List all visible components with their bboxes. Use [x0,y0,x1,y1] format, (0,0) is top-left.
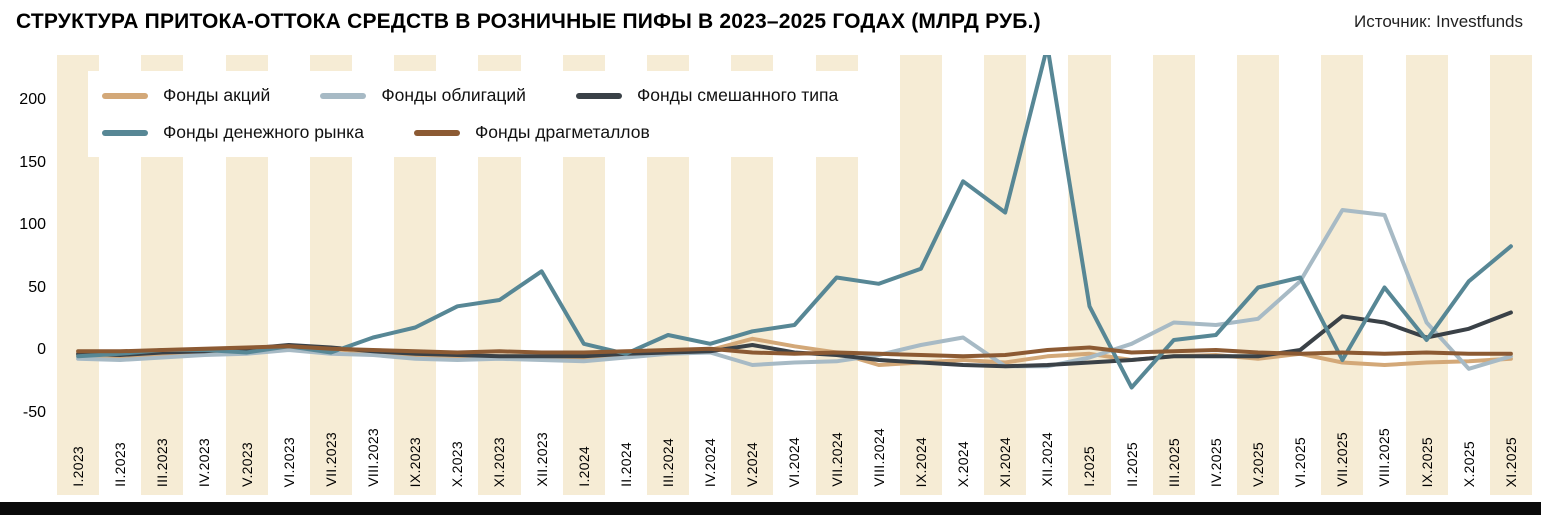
month-column: XI.2025 [1489,55,1532,495]
legend-swatch-icon [102,129,148,136]
legend-label: Фонды смешанного типа [636,85,839,105]
month-column: IX.2025 [1405,55,1448,495]
legend-label: Фонды акций [163,85,271,105]
legend-row: Фонды акций Фонды облигаций Фонды смешанно… [102,85,838,106]
series-line-3 [76,310,1513,369]
legend-label: Фонды облигаций [381,85,526,105]
legend-label: Фонды денежного рынка [163,122,364,142]
month-column: V.2025 [1236,55,1280,495]
month-column: III.2025 [1152,55,1195,495]
source-label: Источник: Investfunds [1354,12,1523,31]
month-column: VII.2025 [1321,55,1364,495]
legend-item: Фонды смешанного типа [575,85,839,106]
series-line-5 [76,344,1513,359]
month-column: I.2025 [1068,55,1111,495]
legend-swatch-icon [320,92,367,99]
y-axis-tick: 150 [19,153,46,171]
legend-swatch-icon [102,92,148,99]
legend-label: Фонды драгметаллов [474,122,650,142]
legend-item: Фонды акций [102,85,270,106]
bottom-rule [0,502,1541,515]
page-title: СТРУКТУРА ПРИТОКА-ОТТОКА СРЕДСТВ В РОЗНИ… [16,10,1041,33]
y-axis: 200 150 100 50 0 -50 [0,55,52,495]
legend-swatch-icon [575,92,622,99]
chart-area: 200 150 100 50 0 -50 I.2023 II.2023 III.2023 IV.… [0,55,1541,495]
chart-header: СТРУКТУРА ПРИТОКА-ОТТОКА СРЕДСТВ В РОЗНИ… [0,0,1541,34]
y-axis-tick: 50 [28,278,46,296]
legend-swatch-icon [413,129,460,136]
legend: Фонды акций Фонды облигаций Фонды смешанно… [88,71,867,157]
chart-lines [76,55,1513,390]
y-axis-tick: 100 [19,216,46,233]
series-line-4 [76,55,1513,390]
legend-item: Фонды драгметаллов [413,122,650,143]
legend-item: Фонды денежного рынка [102,122,364,143]
y-axis-tick: 200 [19,91,46,108]
legend-item: Фонды облигаций [320,85,526,106]
legend-row: Фонды денежного рынка Фонды драгметаллов [102,122,838,143]
y-axis-tick: 0 [37,341,46,358]
series-line-2 [76,208,1513,371]
month-column: XI.2024 [984,55,1027,495]
y-axis-tick: -50 [22,403,46,421]
